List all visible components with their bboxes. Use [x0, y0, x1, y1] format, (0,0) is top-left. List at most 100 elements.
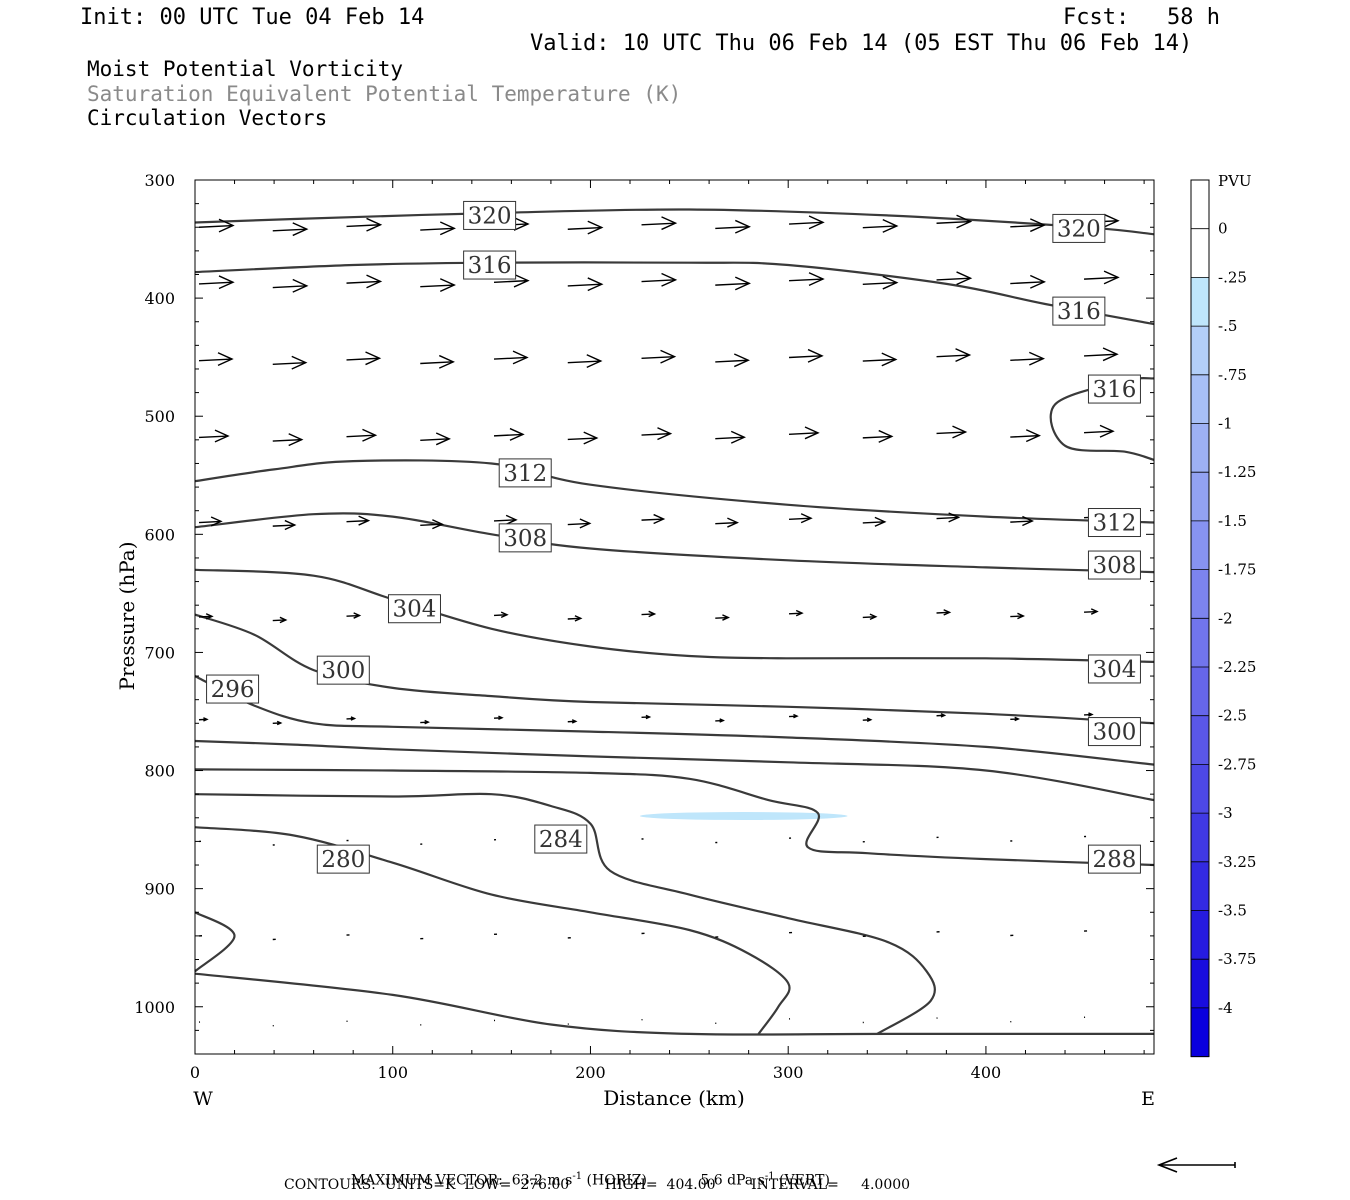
- vector-head: [292, 278, 309, 293]
- circulation-vector: [715, 219, 751, 234]
- vector-shaft: [1010, 224, 1045, 228]
- vector-shaft: [1084, 610, 1098, 613]
- vector-shaft: [715, 616, 729, 619]
- colorbar-swatch: [1191, 374, 1209, 424]
- vector-head: [214, 429, 230, 443]
- circulation-vector: [788, 348, 824, 363]
- vector-shaft: [936, 277, 971, 281]
- circulation-vector: [198, 352, 234, 366]
- colorbar-level-label: -2.5: [1218, 707, 1247, 725]
- contour-label-text: 316: [1057, 299, 1101, 325]
- circulation-vector: [715, 718, 725, 723]
- circulation-vector: [1010, 429, 1041, 443]
- contour-label-text: 296: [211, 677, 255, 703]
- circulation-vector: [272, 519, 297, 531]
- vector-shaft: [420, 361, 454, 365]
- vector-head: [648, 610, 657, 618]
- circulation-vector: [567, 719, 578, 724]
- contour-label-box: [1087, 654, 1141, 684]
- vector-head: [365, 351, 382, 366]
- colorbar-level-label: -2: [1218, 609, 1233, 627]
- vector-head: [733, 353, 750, 368]
- contour-label-box: [463, 200, 517, 230]
- vector-head: [793, 713, 799, 719]
- circulation-vector: [493, 350, 529, 365]
- vector-head: [719, 718, 725, 723]
- vector-head: [353, 612, 362, 619]
- colorbar-level-label: -.5: [1218, 317, 1237, 335]
- circulation-vector: [198, 613, 214, 620]
- negative-pv-region: [639, 812, 848, 821]
- circulation-vector: [198, 717, 209, 722]
- circulation-vector: [788, 426, 820, 440]
- vector-head: [513, 273, 530, 288]
- circulation-vector: [788, 713, 799, 719]
- x-tick-label: 100: [377, 1063, 408, 1082]
- vector-head: [869, 613, 878, 621]
- vector-head: [203, 717, 209, 722]
- contour-label-box: [1087, 717, 1141, 747]
- circulation-vector: [862, 352, 898, 367]
- colorbar: PVU 0 -.25 -.5 -.75 -1 -1.25 -1.5 -1.75 -2 -2.25 -2…: [1190, 172, 1256, 1058]
- contour-label: 288: [1087, 844, 1141, 874]
- vector-shaft: [862, 281, 897, 286]
- vector-head: [1099, 424, 1115, 438]
- vector-shaft: [198, 281, 234, 285]
- vector-head: [512, 350, 529, 365]
- colorbar-swatch: [1191, 1007, 1209, 1058]
- vector-head: [350, 716, 357, 721]
- vector-head: [218, 218, 235, 233]
- vector-head: [366, 217, 383, 232]
- vector-head: [435, 432, 451, 446]
- vector-shaft: [272, 285, 307, 289]
- circulation-vector: [862, 275, 899, 290]
- circulation-vector: [715, 353, 750, 368]
- circulation-vector: [493, 273, 530, 288]
- contour-label-box: [498, 458, 552, 488]
- circulation-vector: [420, 519, 444, 530]
- vector-shaft: [567, 437, 597, 441]
- contour-label: 316: [1087, 374, 1141, 404]
- vector-shaft: [862, 521, 885, 524]
- vector-shaft: [493, 279, 529, 284]
- vector-shaft: [862, 616, 876, 619]
- colorbar-level-label: -1.25: [1218, 463, 1256, 481]
- vector-head: [587, 277, 604, 292]
- vector-head: [366, 274, 383, 289]
- vector-head: [210, 516, 223, 527]
- theta-es-contour-296: [194, 675, 1155, 766]
- vector-shaft: [493, 519, 517, 522]
- vector-shaft: [788, 612, 803, 615]
- vector-shaft: [420, 284, 455, 288]
- contour-layer: [194, 208, 1155, 1036]
- circulation-vector: [1084, 712, 1094, 717]
- colorbar-swatch: [1191, 472, 1209, 522]
- circulation-vector: [641, 513, 666, 525]
- vector-head: [505, 514, 518, 525]
- vector-head: [217, 352, 234, 366]
- y-tick-label: 600: [144, 525, 175, 544]
- circulation-vector: [198, 429, 230, 443]
- vector-shaft: [641, 355, 675, 360]
- circulation-vector: [493, 427, 525, 441]
- circulation-vector: [715, 276, 751, 291]
- colorbar-swatch: [1191, 277, 1209, 327]
- contour-label: 300: [316, 655, 370, 685]
- contour-label: 316: [463, 250, 517, 280]
- circulation-vector: [1010, 612, 1026, 620]
- vector-head: [358, 515, 371, 526]
- forecast-label: Fcst:: [1063, 5, 1130, 30]
- circulation-vector: [936, 271, 973, 286]
- x-tick-label: 400: [971, 1063, 1002, 1082]
- circulation-vector: [641, 272, 678, 287]
- contour-label: 308: [1087, 550, 1141, 580]
- vector-head: [218, 275, 235, 290]
- vector-head: [730, 430, 746, 444]
- vector-shaft: [272, 361, 306, 366]
- vector-head: [734, 219, 751, 234]
- vector-head: [878, 429, 894, 443]
- colorbar-swatch: [1191, 618, 1209, 668]
- vector-shaft: [272, 228, 307, 232]
- vector-head: [439, 221, 456, 236]
- circulation-vector: [346, 217, 383, 232]
